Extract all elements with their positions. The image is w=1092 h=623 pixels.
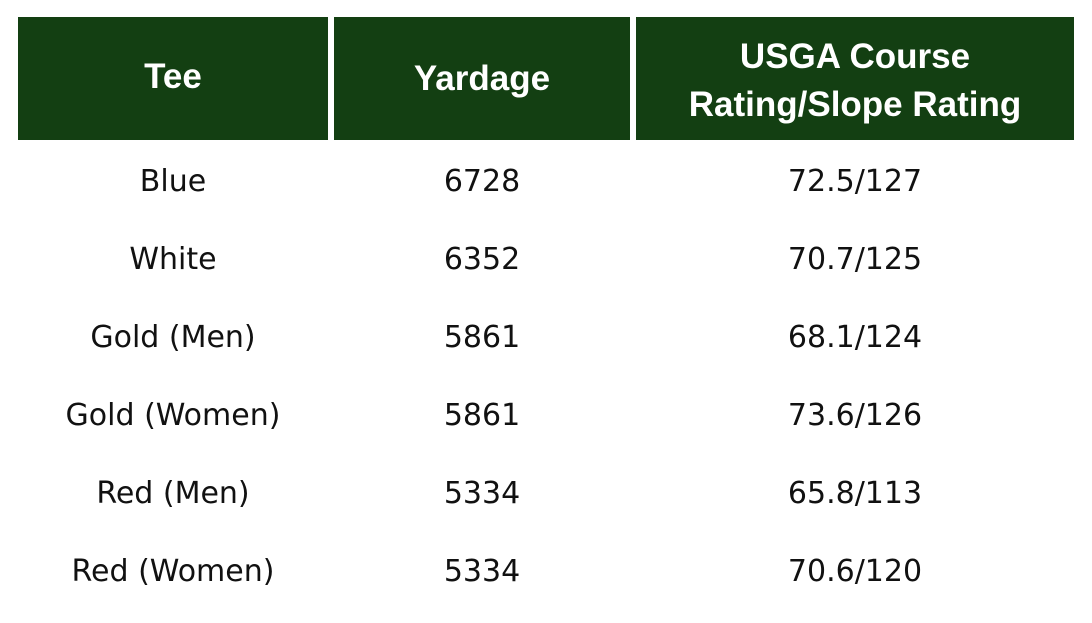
table-body: Blue 6728 72.5/127 White 6352 70.7/125 G… (18, 142, 1074, 610)
cell-rating: 70.7/125 (787, 241, 923, 277)
cell-tee: Gold (Women) (65, 397, 281, 433)
cell-tee: Red (Women) (71, 553, 275, 589)
header-yardage: Yardage (334, 17, 630, 140)
cell-rating: 70.6/120 (787, 553, 923, 589)
cell-tee: Red (Men) (96, 475, 250, 511)
cell-tee: Gold (Men) (90, 319, 256, 355)
table-row: White 6352 70.7/125 (18, 220, 1074, 298)
header-tee: Tee (18, 17, 328, 140)
cell-rating: 72.5/127 (787, 163, 923, 199)
tee-yardage-table: Tee Yardage USGA Course Rating/Slope Rat… (18, 17, 1074, 610)
cell-yardage: 5861 (443, 397, 521, 433)
cell-tee: Blue (139, 163, 207, 199)
table-header-row: Tee Yardage USGA Course Rating/Slope Rat… (18, 17, 1074, 140)
header-tee-label: Tee (144, 56, 202, 96)
header-yardage-label: Yardage (413, 58, 551, 98)
cell-rating: 73.6/126 (787, 397, 923, 433)
cell-yardage: 5861 (443, 319, 521, 355)
table-row: Gold (Women) 5861 73.6/126 (18, 376, 1074, 454)
cell-yardage: 6352 (443, 241, 521, 277)
cell-yardage: 5334 (443, 475, 521, 511)
cell-tee: White (129, 241, 217, 277)
table-row: Gold (Men) 5861 68.1/124 (18, 298, 1074, 376)
table-row: Red (Men) 5334 65.8/113 (18, 454, 1074, 532)
cell-rating: 68.1/124 (787, 319, 923, 355)
header-rating: USGA Course Rating/Slope Rating (636, 17, 1074, 140)
table-row: Red (Women) 5334 70.6/120 (18, 532, 1074, 610)
cell-yardage: 5334 (443, 553, 521, 589)
table-row: Blue 6728 72.5/127 (18, 142, 1074, 220)
header-rating-label: USGA Course Rating/Slope Rating (688, 36, 1022, 124)
cell-yardage: 6728 (443, 163, 521, 199)
cell-rating: 65.8/113 (787, 475, 923, 511)
